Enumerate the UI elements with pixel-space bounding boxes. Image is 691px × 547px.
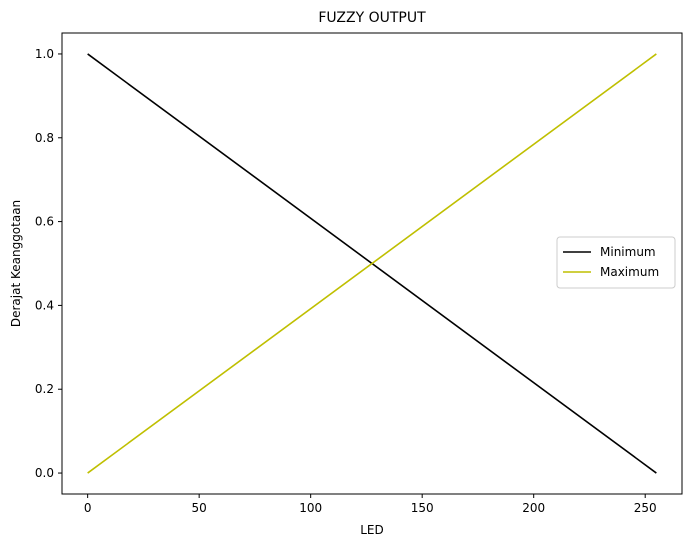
x-tick-label: 250 — [634, 501, 657, 515]
legend-label-maximum: Maximum — [600, 265, 659, 279]
x-tick-label: 150 — [411, 501, 434, 515]
legend: Minimum Maximum — [556, 236, 676, 289]
chart-title: FUZZY OUTPUT — [318, 10, 426, 26]
y-tick-label: 0.0 — [35, 466, 54, 480]
y-tick-label: 0.4 — [35, 298, 54, 312]
ticks-layer: 0 50 100 150 200 250 0.0 0.2 0.4 0.6 0.8 1.0 — [35, 47, 657, 515]
x-tick-label: 200 — [522, 501, 545, 515]
y-tick-label: 0.8 — [35, 131, 54, 145]
x-axis-label: LED — [360, 523, 384, 537]
x-tick-label: 100 — [299, 501, 322, 515]
plot-area-frame — [61, 32, 683, 495]
y-tick-label: 1.0 — [35, 47, 54, 61]
series-layer — [87, 53, 657, 474]
y-tick-label: 0.6 — [35, 215, 54, 229]
legend-box — [556, 236, 676, 289]
legend-label-minimum: Minimum — [600, 245, 656, 259]
series-line-maximum — [87, 53, 657, 474]
y-tick-label: 0.2 — [35, 382, 54, 396]
y-axis-label: Derajat Keanggotaan — [9, 200, 23, 327]
x-tick-label: 0 — [84, 501, 92, 515]
x-tick-label: 50 — [192, 501, 207, 515]
